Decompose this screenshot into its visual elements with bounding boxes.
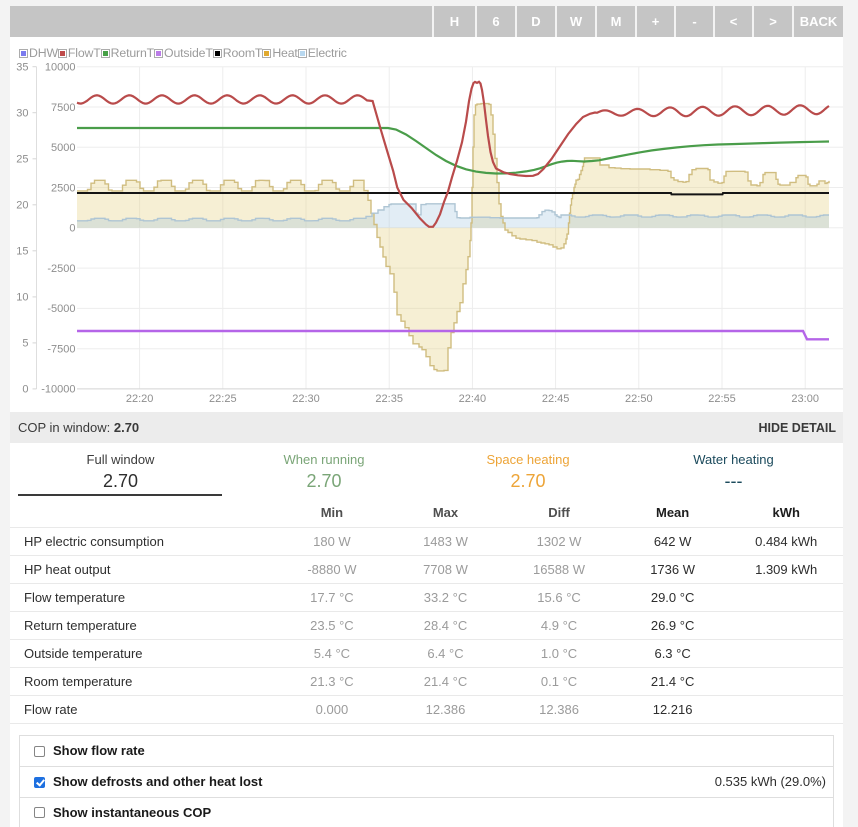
svg-text:2500: 2500 bbox=[51, 182, 75, 194]
svg-text:22:45: 22:45 bbox=[542, 393, 570, 405]
svg-text:5: 5 bbox=[22, 338, 28, 350]
svg-text:10: 10 bbox=[16, 292, 28, 304]
svg-text:30: 30 bbox=[16, 108, 28, 120]
svg-text:-5000: -5000 bbox=[47, 303, 75, 315]
svg-text:0: 0 bbox=[22, 384, 28, 396]
svg-text:15: 15 bbox=[16, 246, 28, 258]
svg-text:35: 35 bbox=[16, 62, 28, 74]
svg-text:10000: 10000 bbox=[45, 62, 76, 74]
svg-text:7500: 7500 bbox=[51, 102, 75, 114]
svg-text:-10000: -10000 bbox=[41, 384, 75, 396]
svg-text:5000: 5000 bbox=[51, 142, 75, 154]
svg-text:-7500: -7500 bbox=[47, 344, 75, 356]
svg-text:22:20: 22:20 bbox=[126, 393, 154, 405]
svg-text:22:40: 22:40 bbox=[459, 393, 487, 405]
svg-text:22:35: 22:35 bbox=[375, 393, 403, 405]
svg-text:23:00: 23:00 bbox=[791, 393, 819, 405]
svg-text:22:50: 22:50 bbox=[625, 393, 653, 405]
svg-text:22:25: 22:25 bbox=[209, 393, 237, 405]
svg-text:0: 0 bbox=[69, 223, 75, 235]
svg-text:22:30: 22:30 bbox=[292, 393, 320, 405]
svg-text:-2500: -2500 bbox=[47, 263, 75, 275]
svg-text:25: 25 bbox=[16, 154, 28, 166]
svg-text:20: 20 bbox=[16, 200, 28, 212]
svg-text:22:55: 22:55 bbox=[708, 393, 736, 405]
